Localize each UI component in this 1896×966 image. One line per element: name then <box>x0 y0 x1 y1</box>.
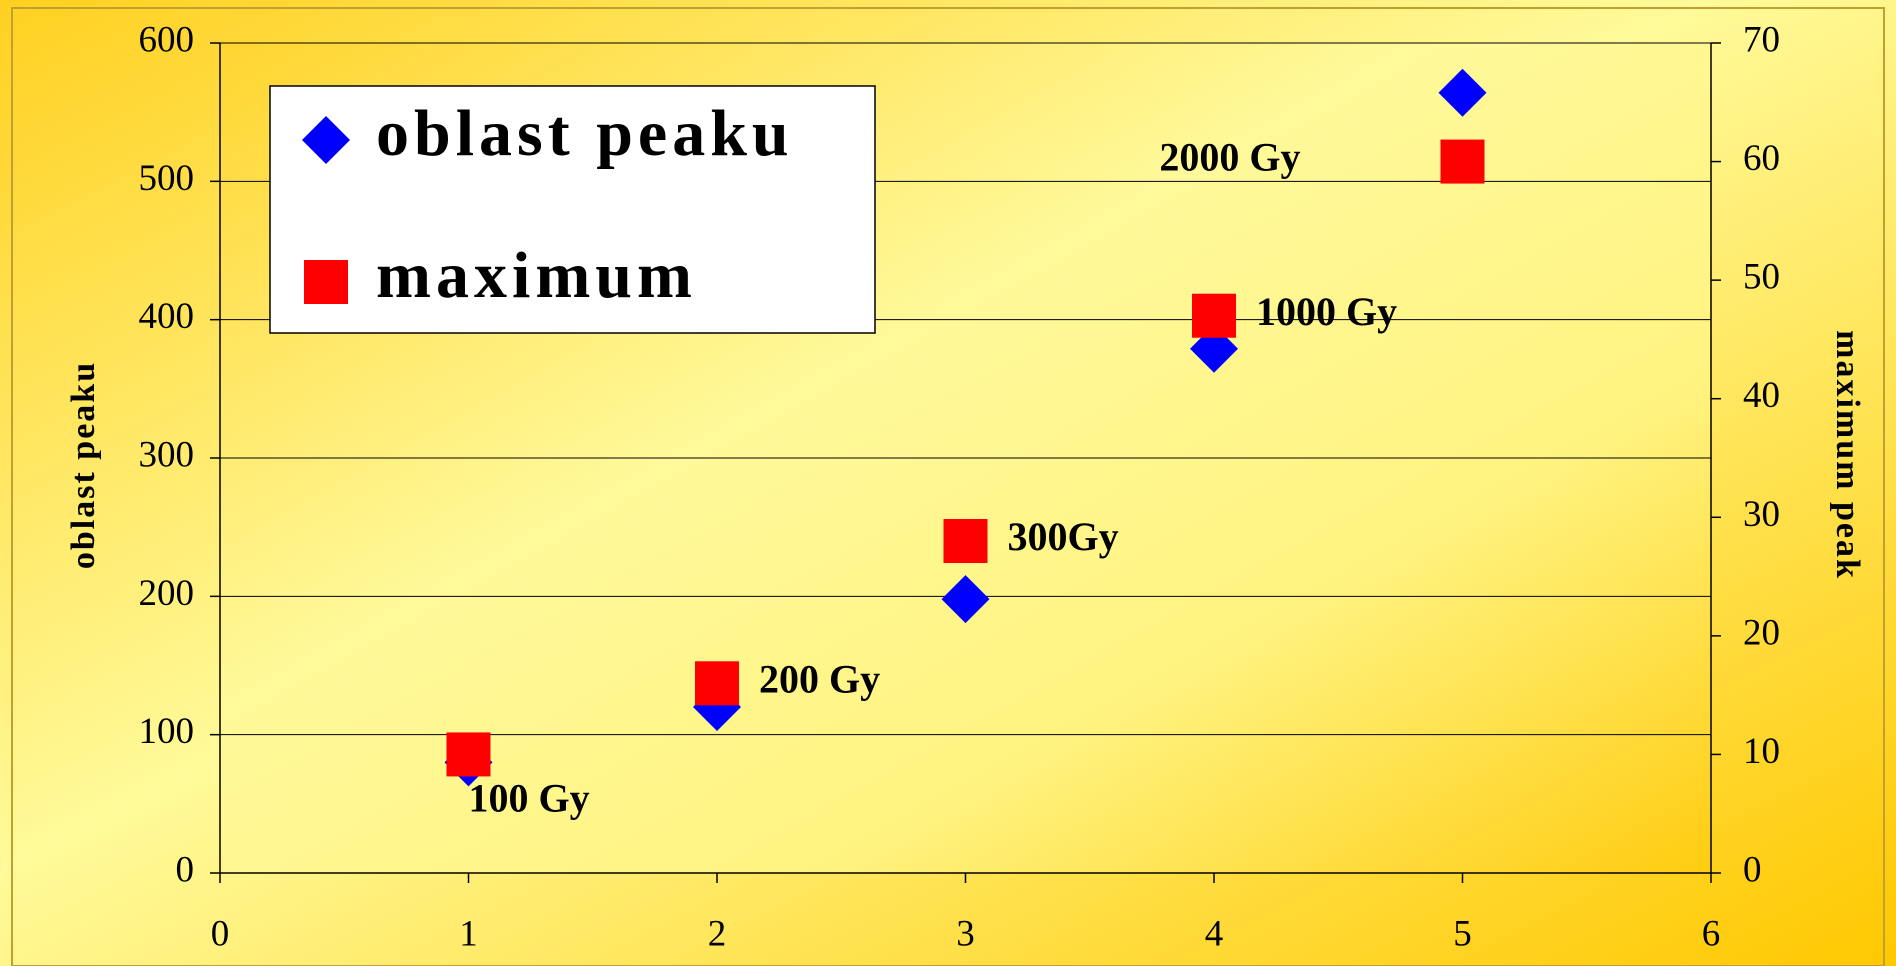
y-tick-label: 200 <box>139 573 195 614</box>
legend-marker <box>304 260 348 304</box>
diamond-point <box>941 575 990 624</box>
legend-label: maximum <box>376 239 697 312</box>
square-point <box>446 732 491 777</box>
y-axis-label: oblast peaku <box>65 361 102 569</box>
x-tick-label: 3 <box>956 913 975 954</box>
y-tick-label: 300 <box>139 434 195 475</box>
x-tick-label: 1 <box>459 913 478 954</box>
y2-tick-label: 0 <box>1743 849 1762 890</box>
x-tick-label: 6 <box>1702 913 1721 954</box>
y2-tick-label: 30 <box>1743 494 1780 535</box>
y2-tick-label: 20 <box>1743 612 1780 653</box>
point-label: 100 Gy <box>469 776 590 821</box>
legend-marker <box>302 116 350 164</box>
y-tick-label: 100 <box>139 711 195 752</box>
y2-tick-label: 40 <box>1743 375 1780 416</box>
x-tick-label: 0 <box>211 913 230 954</box>
point-label: 2000 Gy <box>1159 135 1300 180</box>
marks <box>210 42 1721 883</box>
y2-axis-label: maximum peak <box>1829 330 1866 580</box>
square-point <box>695 661 739 706</box>
square-point <box>1440 139 1485 184</box>
diamond-point <box>1438 68 1487 117</box>
x-tick-label: 2 <box>708 913 727 954</box>
x-tick-label: 4 <box>1205 913 1224 954</box>
x-tick-label: 5 <box>1453 913 1472 954</box>
point-label: 300Gy <box>1008 514 1119 559</box>
y-tick-label: 400 <box>139 296 195 337</box>
y-tick-label: 0 <box>176 849 195 890</box>
y2-tick-label: 50 <box>1743 257 1780 298</box>
square-point <box>1192 293 1236 338</box>
y2-tick-label: 70 <box>1743 19 1780 60</box>
legend-box <box>269 85 876 334</box>
square-point <box>943 519 988 563</box>
y2-tick-label: 60 <box>1743 138 1780 179</box>
frame <box>11 7 1885 966</box>
point-label: 1000 Gy <box>1256 289 1397 334</box>
y-tick-label: 500 <box>139 158 195 199</box>
y2-tick-label: 10 <box>1743 731 1780 772</box>
point-label: 200 Gy <box>759 656 880 701</box>
y-tick-label: 600 <box>139 19 195 60</box>
legend-label: oblast peaku <box>376 97 794 170</box>
